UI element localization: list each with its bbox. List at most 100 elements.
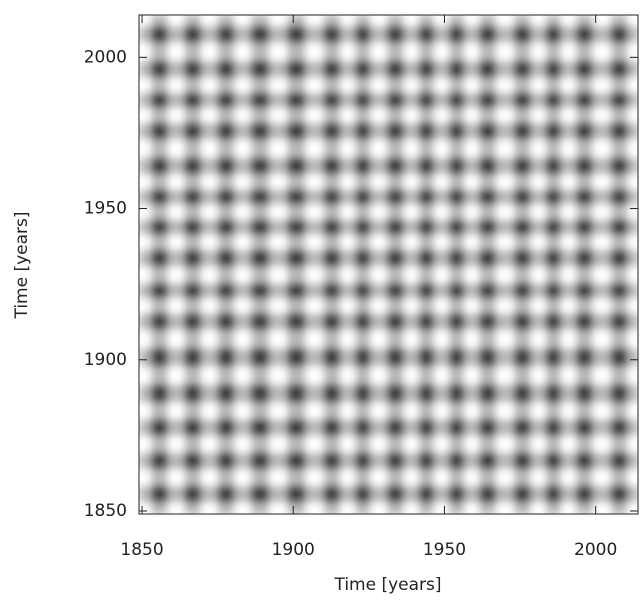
heatmap-cell <box>464 383 480 403</box>
heatmap-cell <box>340 365 356 385</box>
heatmap-cell <box>200 485 219 503</box>
heatmap-cell <box>305 435 324 453</box>
heatmap-cell <box>433 122 450 140</box>
heatmap-cell <box>200 249 219 267</box>
heatmap-cell <box>530 312 547 331</box>
heatmap-cell <box>167 42 185 61</box>
heatmap-cell <box>464 312 480 331</box>
heatmap-cell <box>151 25 169 43</box>
heatmap-cell <box>627 501 638 514</box>
heatmap-cell <box>418 173 435 190</box>
heatmap-cell <box>184 282 202 299</box>
heatmap-cell <box>323 435 341 453</box>
heatmap-cell <box>269 297 288 314</box>
heatmap-cell <box>433 60 450 78</box>
heatmap-cell <box>464 418 480 436</box>
heatmap-cell <box>200 25 219 43</box>
heatmap-cell <box>545 435 562 453</box>
heatmap-cell <box>355 282 371 299</box>
heatmap-cell <box>403 468 420 486</box>
plot-frame <box>138 14 639 515</box>
heatmap-cell <box>448 485 465 503</box>
heatmap-cell <box>139 485 152 503</box>
x-axis-label: Time [years] <box>333 575 441 595</box>
heatmap-cell <box>545 219 562 235</box>
heatmap-cell <box>287 76 306 93</box>
heatmap-cell <box>184 157 202 175</box>
heatmap-cell <box>592 249 612 267</box>
heatmap-cell <box>386 173 405 190</box>
heatmap-cell <box>184 435 202 453</box>
heatmap-cell <box>217 312 235 331</box>
heatmap-cell <box>576 25 594 43</box>
heatmap-cell <box>386 266 405 284</box>
heatmap-cell <box>340 347 356 367</box>
heatmap-cell <box>234 15 252 27</box>
heatmap-cell <box>627 282 638 299</box>
heatmap-cell <box>287 266 306 284</box>
heatmap-cell <box>433 297 450 314</box>
heatmap-cell <box>323 122 341 140</box>
x-tick-label: 1950 <box>423 540 466 560</box>
heatmap-cell <box>250 435 270 453</box>
heatmap-cell <box>479 107 497 123</box>
heatmap-cell <box>151 347 169 367</box>
heatmap-cell <box>576 402 594 420</box>
heatmap-cell <box>323 365 341 385</box>
heatmap-cell <box>355 219 371 235</box>
heatmap-cell <box>403 25 420 43</box>
heatmap-cell <box>610 204 628 220</box>
heatmap-cell <box>287 249 306 267</box>
heatmap-cell <box>200 42 219 61</box>
heatmap-cell <box>269 282 288 299</box>
heatmap-cell <box>287 15 306 27</box>
heatmap-cell <box>479 435 497 453</box>
heatmap-cell <box>250 266 270 284</box>
heatmap-cell <box>560 15 577 27</box>
heatmap-cell <box>340 173 356 190</box>
heatmap-cell <box>217 188 235 205</box>
heatmap-cell <box>287 418 306 436</box>
heatmap-cell <box>355 297 371 314</box>
heatmap-cell <box>495 15 515 27</box>
heatmap-cell <box>433 234 450 250</box>
heatmap-cell <box>234 468 252 486</box>
heatmap-cell <box>184 383 202 403</box>
heatmap-cell <box>592 122 612 140</box>
heatmap-cell <box>200 266 219 284</box>
heatmap-cell <box>355 76 371 93</box>
heatmap-cell <box>530 485 547 503</box>
heatmap-cell <box>560 157 577 175</box>
heatmap-cell <box>479 204 497 220</box>
heatmap-cell <box>151 501 169 514</box>
heatmap-cell <box>250 282 270 299</box>
heatmap-cell <box>530 25 547 43</box>
heatmap-cell <box>269 173 288 190</box>
heatmap-cell <box>530 188 547 205</box>
heatmap-cell <box>217 485 235 503</box>
heatmap-cell <box>234 234 252 250</box>
heatmap-cell <box>495 418 515 436</box>
heatmap-cell <box>323 173 341 190</box>
heatmap-cell <box>323 501 341 514</box>
heatmap-cell <box>464 501 480 514</box>
heatmap-cell <box>234 107 252 123</box>
heatmap-cell <box>340 76 356 93</box>
heatmap-cell <box>592 402 612 420</box>
heatmap-cell <box>184 365 202 385</box>
heatmap-cell <box>269 347 288 367</box>
heatmap-cell <box>627 329 638 349</box>
heatmap-cell <box>530 15 547 27</box>
heatmap-cell <box>217 266 235 284</box>
heatmap-cell <box>386 402 405 420</box>
heatmap-cell <box>200 15 219 27</box>
heatmap-cell <box>305 347 324 367</box>
heatmap-cell <box>250 402 270 420</box>
heatmap-cell <box>323 468 341 486</box>
heatmap-cell <box>530 234 547 250</box>
heatmap-cell <box>151 452 169 470</box>
heatmap-cell <box>250 15 270 27</box>
heatmap-cell <box>530 347 547 367</box>
heatmap-cell <box>418 107 435 123</box>
heatmap-cell <box>576 173 594 190</box>
